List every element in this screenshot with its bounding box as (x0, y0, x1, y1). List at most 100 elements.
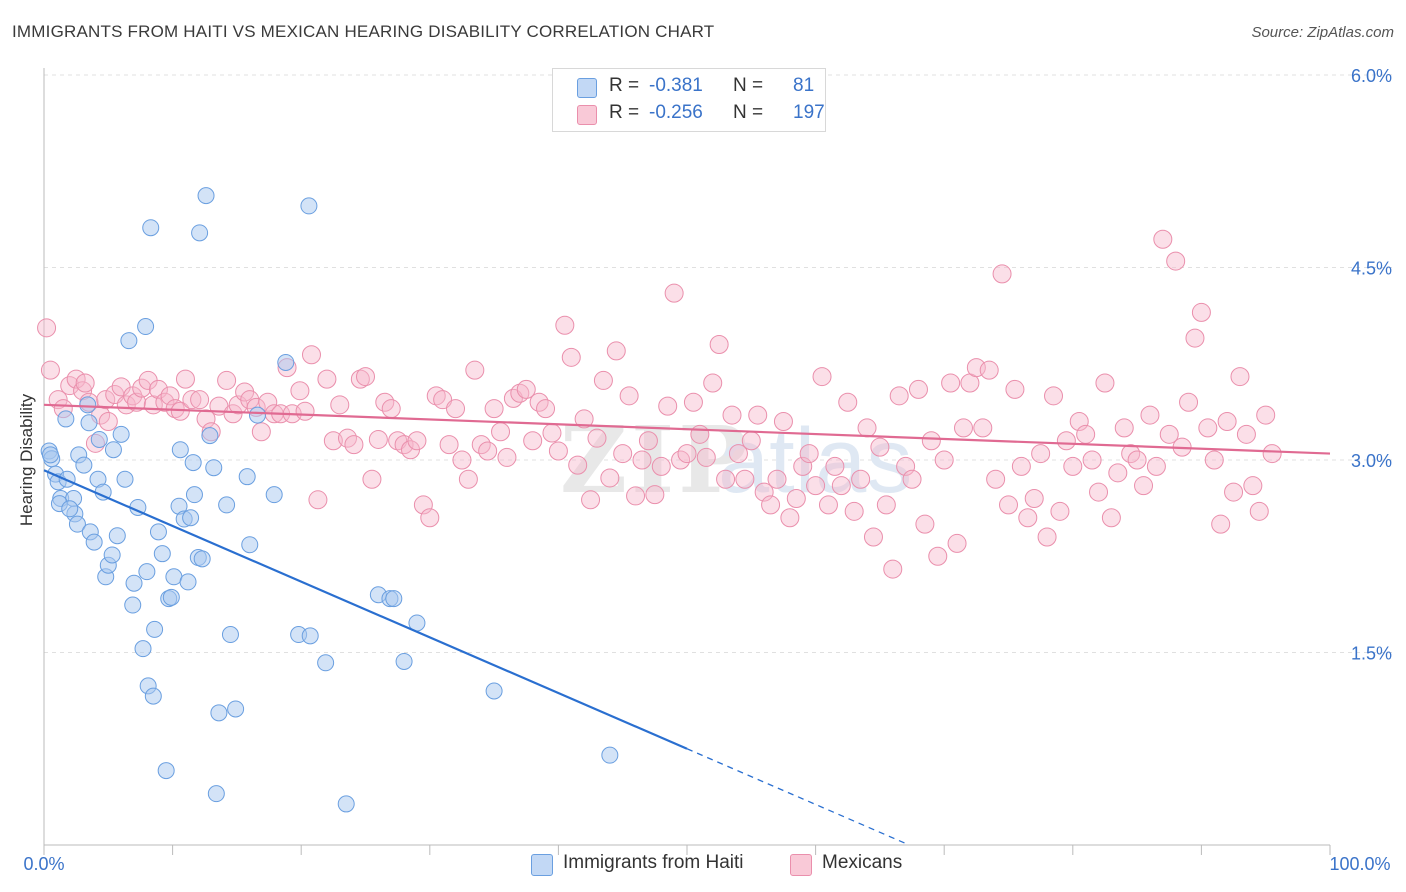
data-point-mexicans (651, 456, 671, 476)
data-point-mexicans (986, 469, 1006, 489)
data-point-haiti (137, 318, 155, 336)
data-point-mexicans (190, 390, 210, 410)
data-point-mexicans (690, 424, 710, 444)
data-point-mexicans (350, 369, 370, 389)
source-label: Source: ZipAtlas.com (1251, 24, 1394, 41)
data-point-mexicans (600, 468, 620, 488)
data-point-mexicans (1114, 418, 1134, 438)
data-point-mexicans (1198, 418, 1218, 438)
data-point-mexicans (439, 435, 459, 455)
x-tick-label: 100.0% (1329, 854, 1390, 874)
legend-n-value: 81 (793, 75, 815, 96)
data-point-mexicans (844, 501, 864, 521)
data-point-mexicans (40, 360, 60, 380)
data-point-mexicans (645, 485, 665, 505)
data-point-haiti (171, 441, 189, 459)
data-point-mexicans (555, 315, 575, 335)
data-point-mexicans (664, 283, 684, 303)
data-point-mexicans (632, 450, 652, 470)
y-tick-label: 3.0% (1351, 451, 1392, 471)
stats-legend: R = -0.381 N = 81 R = -0.256 N = 197 (552, 68, 826, 132)
data-point-mexicans (761, 495, 781, 515)
data-point-haiti (144, 687, 162, 705)
data-point-mexicans (973, 418, 993, 438)
data-point-mexicans (1217, 412, 1237, 431)
data-point-mexicans (497, 447, 517, 467)
data-point-haiti (57, 410, 75, 428)
data-point-mexicans (857, 418, 877, 438)
data-point-mexicans (876, 495, 896, 515)
data-point-haiti (157, 762, 175, 780)
data-point-haiti (79, 396, 97, 414)
data-point-mexicans (831, 476, 851, 496)
data-point-mexicans (1024, 489, 1044, 508)
tick-labels: 1.5% 3.0% 4.5% 6.0% 0.0% 100.0% Hearing Disabi… (17, 66, 1392, 874)
legend-swatch-mexicans (577, 105, 597, 125)
data-point-mexicans (786, 489, 806, 508)
data-point-haiti (248, 406, 266, 424)
data-point-mexicans (1230, 367, 1250, 387)
data-point-mexicans (1249, 501, 1269, 521)
data-point-haiti (134, 640, 152, 658)
data-point-mexicans (606, 341, 626, 361)
data-point-haiti (193, 550, 211, 568)
chart-title: IMMIGRANTS FROM HAITI VS MEXICAN HEARING… (12, 22, 715, 41)
data-point-mexicans (127, 392, 147, 412)
data-point-mexicans (863, 527, 883, 547)
data-point-mexicans (1256, 405, 1276, 425)
data-point-mexicans (1127, 450, 1147, 470)
data-point-mexicans (407, 431, 427, 451)
data-point-haiti (485, 682, 503, 700)
data-point-mexicans (295, 401, 315, 421)
data-point-haiti (153, 545, 171, 563)
data-point-haiti (227, 700, 245, 718)
data-point-haiti (85, 533, 103, 551)
data-point-mexicans (478, 441, 498, 461)
data-point-mexicans (542, 423, 562, 443)
data-point-mexicans (741, 431, 761, 451)
data-point-mexicans (780, 508, 800, 528)
y-tick-label: 4.5% (1351, 259, 1392, 279)
x-tick-label: 0.0% (23, 854, 64, 874)
data-point-mexicans (516, 379, 536, 399)
data-point-mexicans (1153, 229, 1173, 249)
data-point-haiti (277, 353, 295, 371)
data-point-haiti (108, 527, 126, 545)
data-point-mexicans (323, 431, 343, 451)
data-point-mexicans (1063, 456, 1083, 476)
data-point-mexicans (1031, 444, 1051, 464)
data-point-haiti (182, 509, 200, 527)
data-point-haiti (337, 795, 355, 813)
data-point-haiti (103, 546, 121, 564)
data-point-mexicans (696, 447, 716, 467)
bottom-legend-label-mexicans: Mexicans (822, 852, 903, 873)
trend-line-mexicans (43, 403, 1331, 455)
legend-r-value: -0.256 (649, 102, 703, 123)
data-point-mexicans (132, 378, 152, 398)
data-point-mexicans (356, 367, 375, 387)
data-point-mexicans (452, 450, 472, 470)
data-point-mexicans (716, 469, 736, 489)
data-point-mexicans (1089, 482, 1109, 502)
data-point-haiti (41, 446, 59, 464)
data-point-mexicans (96, 390, 116, 410)
legend-swatch-haiti (577, 78, 597, 98)
data-point-mexicans (902, 469, 922, 489)
data-point-mexicans (581, 490, 601, 510)
data-point-haiti (205, 459, 223, 477)
data-point-haiti (90, 430, 108, 448)
y-tick-label: 6.0% (1351, 66, 1392, 86)
data-point-mexicans (548, 441, 568, 461)
data-point-mexicans (658, 396, 678, 416)
data-point-haiti (238, 468, 256, 486)
data-point-mexicans (613, 444, 633, 464)
data-point-mexicans (1179, 392, 1199, 412)
legend-r-value: -0.381 (649, 75, 703, 96)
data-point-mexicans (37, 318, 57, 338)
bottom-legend-swatch-mexicans (790, 854, 812, 876)
data-point-mexicans (1191, 302, 1211, 322)
data-point-mexicans (921, 431, 941, 451)
data-point-haiti (207, 785, 225, 803)
data-point-mexicans (870, 437, 890, 457)
data-point-mexicans (458, 469, 478, 489)
